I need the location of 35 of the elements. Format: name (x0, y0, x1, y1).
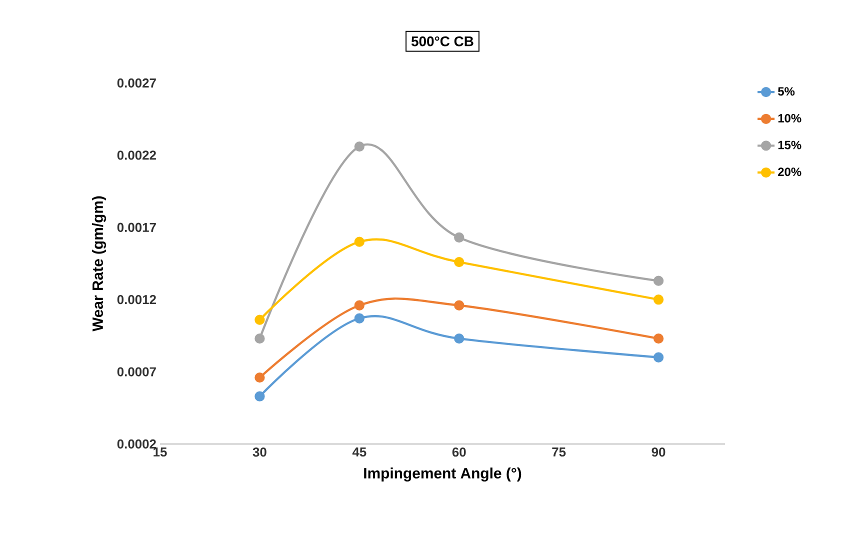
x-tick-label: 75 (552, 448, 566, 457)
point (454, 256, 464, 268)
x-tick-label: 15 (154, 448, 167, 457)
x-tick-label: 90 (652, 448, 666, 457)
point (454, 232, 464, 243)
point (354, 300, 364, 310)
point (454, 300, 464, 310)
point (254, 314, 265, 325)
legend-label: 10% (778, 114, 802, 122)
point (653, 294, 664, 305)
x-axis-title: Impingement Angle (°) (364, 468, 522, 482)
y-tick-label: 0.0017 (117, 222, 156, 232)
point (254, 391, 265, 402)
chart-title: 500°C CB (411, 36, 474, 46)
point (454, 334, 464, 344)
point (354, 141, 364, 152)
x-tick-label: 60 (452, 448, 466, 457)
y-axis-title: Wear Rate (gm/gm) (92, 196, 106, 332)
y-tick-label: 0.0002 (117, 439, 156, 449)
y-tick-label: 0.0007 (117, 367, 156, 376)
point (653, 334, 664, 344)
point (653, 352, 664, 362)
y-tick-label: 0.0027 (117, 78, 156, 88)
legend-label: 15% (778, 140, 802, 150)
legend-label: 20% (778, 168, 802, 176)
y-tick-label: 0.0022 (117, 150, 156, 160)
x-tick-label: 45 (352, 448, 366, 457)
point (354, 313, 364, 324)
y-tick-label: 0.0012 (117, 295, 156, 304)
point (653, 276, 664, 286)
point (354, 236, 364, 247)
point (254, 372, 265, 383)
point (254, 334, 265, 344)
x-tick-label: 30 (252, 448, 266, 457)
legend-label: 5% (778, 87, 795, 96)
